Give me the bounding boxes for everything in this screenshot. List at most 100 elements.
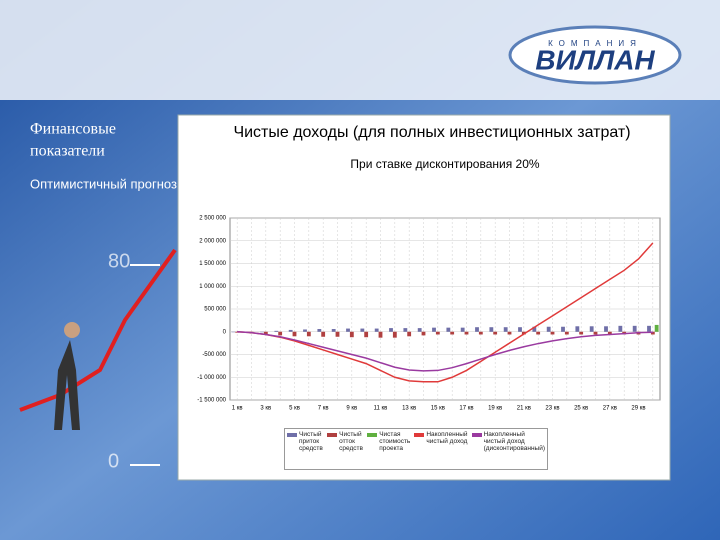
bar [374,328,379,332]
legend-swatch [327,433,338,437]
bar [421,331,426,336]
line [237,331,653,372]
bar [263,331,268,335]
x-tick-label: 11 кв [374,406,388,412]
chart-subtitle: При ставке дисконтирования 20% [350,157,540,171]
x-tick-label: 21 кв [517,406,531,412]
bar [536,331,541,335]
x-tick-label: 5 кв [289,406,300,412]
logo: ВИЛЛАН [535,44,655,75]
scale-top: 80 [108,250,130,272]
y-tick-label: -1 500 000 [197,398,226,404]
legend-item: Чистый отток средств [325,429,365,469]
bar [292,331,297,337]
bar [575,326,580,332]
legend-label: Накопленный чистый доход (дисконтированн… [483,431,546,452]
bar [464,331,469,335]
legend: Чистый приток средств Чистый отток средст… [284,428,548,470]
y-tick-label: 500 000 [204,307,226,313]
bar [593,331,598,335]
y-tick-label: -500 000 [202,352,226,358]
bar [579,331,584,335]
x-tick-label: 13 кв [402,406,416,412]
x-tick-label: 7 кв [318,406,329,412]
legend-label: Чистая стоимость проекта [379,431,411,452]
bar [650,331,655,335]
legend-item: Чистый приток средств [285,429,325,469]
chart-title: Чистые доходы (для полных инвестиционных… [233,124,630,141]
x-tick-label: 29 кв [631,406,645,412]
bar [604,326,608,332]
bar [288,329,293,332]
x-tick-label: 23 кв [545,406,559,412]
bar [450,331,455,335]
bar [550,331,555,335]
bar [360,328,365,332]
bar [618,325,623,332]
y-tick-label: 0 [223,329,227,335]
bar [546,326,551,332]
bar [532,326,537,332]
x-tick-label: 15 кв [431,406,445,412]
y-tick-label: -1 000 000 [197,375,226,381]
x-tick-label: 3 кв [260,406,271,412]
logo-small: КОМПАНИЯ [548,39,642,48]
logo-oval [508,25,682,85]
bar [349,331,354,338]
legend-swatch [414,433,425,437]
legend-swatch [287,433,297,437]
legend-label: Чистый отток средств [339,431,363,452]
bar [475,327,479,332]
heading-line2: показатели [30,143,105,160]
y-tick-label: 2 500 000 [199,216,226,222]
bar [317,329,322,332]
bar [306,331,311,337]
y-tick-label: 2 000 000 [199,238,226,244]
y-tick-label: 1 500 000 [199,261,226,267]
figure [54,340,80,430]
bar [564,331,569,335]
x-tick-label: 19 кв [488,406,502,412]
legend-swatch [367,433,378,437]
bar [507,331,512,335]
bar [561,326,565,332]
bar [417,328,422,332]
line [237,242,654,383]
legend-label: Накопленный чистый доход [426,431,468,445]
bar [460,327,465,332]
legend-item: Накопленный чистый доход (дисконтированн… [470,429,547,469]
figure-head [64,322,80,338]
bar [321,331,326,337]
bar [647,325,651,332]
x-tick-label: 9 кв [346,406,357,412]
bar [493,331,498,335]
bar [403,328,408,332]
bar [503,327,508,332]
scale-bottom: 0 [108,450,119,472]
plot: -1 500 000 -1 000 000 -500 000 0 500 000 1 00… [197,216,661,412]
bar [518,327,522,332]
scenario: Оптимистичный прогноз [30,176,177,191]
decor-arrow [19,248,177,412]
bar [489,327,494,332]
bar [521,331,526,335]
bar [432,327,436,332]
x-tick-label: 17 кв [459,406,473,412]
bar [478,331,483,335]
bar [378,331,383,338]
bar [303,329,307,332]
legend-item: Чистая стоимость проекта [365,429,412,469]
bar [274,330,279,332]
bar [407,331,412,337]
bar [389,328,393,332]
bar [231,331,236,333]
legend-swatch [471,433,482,437]
y-tick-label: 1 000 000 [199,284,226,290]
bar [260,331,264,333]
x-tick-label: 25 кв [574,406,588,412]
bar [278,331,283,336]
heading: Финансовые [30,121,116,138]
bar [589,326,594,332]
